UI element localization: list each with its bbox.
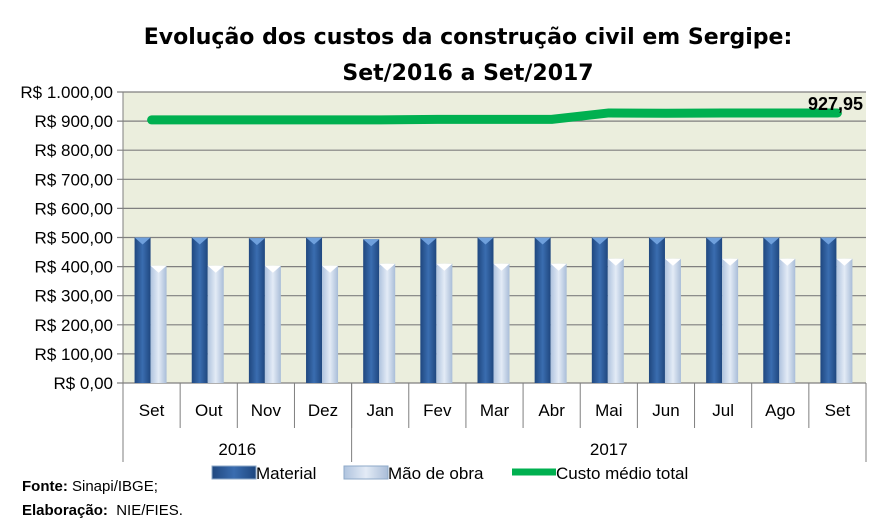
bar-mao-de-obra xyxy=(664,258,681,383)
y-tick-label: R$ 800,00 xyxy=(35,141,113,160)
x-tick-label: Mar xyxy=(480,401,510,420)
x-tick-label: Jul xyxy=(712,401,734,420)
bar-material xyxy=(191,237,208,383)
bar-mao-de-obra-cap xyxy=(722,258,739,266)
x-tick-label: Out xyxy=(195,401,223,420)
bar-mao-de-obra-cap xyxy=(779,258,796,266)
bar-mao-de-obra xyxy=(379,263,396,383)
bar-mao-de-obra-cap xyxy=(836,258,853,266)
bar-material-cap xyxy=(591,237,608,245)
y-tick-label: R$ 200,00 xyxy=(35,316,113,335)
y-tick-label: R$ 500,00 xyxy=(35,229,113,248)
bar-mao-de-obra-cap xyxy=(322,265,339,273)
source-value: Sinapi/IBGE; xyxy=(67,478,158,495)
bar-mao-de-obra-cap xyxy=(550,263,567,271)
y-tick-label: R$ 600,00 xyxy=(35,199,113,218)
x-tick-label: Nov xyxy=(251,401,282,420)
bar-mao-de-obra xyxy=(207,265,224,383)
bar-mao-de-obra-cap xyxy=(607,258,624,266)
credit-note: Elaboração: NIE/FIES. xyxy=(22,502,183,519)
bar-material-cap xyxy=(191,237,208,245)
bar-mao-de-obra xyxy=(150,265,167,383)
legend-swatch xyxy=(343,465,389,480)
bar-material-cap xyxy=(477,237,494,245)
bar-mao-de-obra-cap xyxy=(664,258,681,266)
bar-material-cap xyxy=(706,237,723,245)
x-tick-label: Mai xyxy=(595,401,622,420)
bar-material-cap xyxy=(763,237,780,245)
bar-material xyxy=(706,237,723,383)
x-tick-label: Ago xyxy=(765,401,795,420)
bar-mao-de-obra xyxy=(322,265,339,383)
y-tick-label: R$ 900,00 xyxy=(35,112,113,131)
bar-material-cap xyxy=(306,237,323,245)
source-label: Fonte: xyxy=(22,478,68,495)
y-tick-label: R$ 100,00 xyxy=(35,345,113,364)
bar-material xyxy=(591,237,608,383)
bar-mao-de-obra-cap xyxy=(264,265,281,273)
data-label: 927,95 xyxy=(808,94,863,114)
bar-mao-de-obra-cap xyxy=(493,263,510,271)
group-label: 2016 xyxy=(218,440,256,459)
bar-material xyxy=(534,237,551,383)
bar-material-cap xyxy=(134,237,151,245)
y-tick-label: R$ 300,00 xyxy=(35,287,113,306)
bar-material-cap xyxy=(420,238,437,246)
x-tick-label: Abr xyxy=(538,401,565,420)
bar-material xyxy=(648,237,665,383)
chart-title: Evolução dos custos da construção civil … xyxy=(144,25,793,50)
bar-mao-de-obra xyxy=(836,258,853,383)
bar-mao-de-obra xyxy=(436,263,453,383)
x-tick-label: Set xyxy=(139,401,165,420)
bar-mao-de-obra xyxy=(550,263,567,383)
bar-mao-de-obra-cap xyxy=(207,265,224,273)
y-tick-label: R$ 400,00 xyxy=(35,258,113,277)
legend-label: Material xyxy=(256,464,316,483)
bar-material-cap xyxy=(820,237,837,245)
bar-mao-de-obra xyxy=(722,258,739,383)
legend-label: Mão de obra xyxy=(388,464,484,483)
x-tick-label: Jan xyxy=(366,401,393,420)
bar-material xyxy=(820,237,837,383)
bar-mao-de-obra xyxy=(264,265,281,383)
y-tick-label: R$ 0,00 xyxy=(53,374,113,393)
bar-mao-de-obra-cap xyxy=(379,263,396,271)
series-line-custo-medio xyxy=(147,108,842,125)
bar-material xyxy=(134,237,151,383)
bar-mao-de-obra-cap xyxy=(436,263,453,271)
bar-material-cap xyxy=(248,238,265,246)
bar-material xyxy=(363,239,380,383)
legend-swatch xyxy=(211,465,257,480)
y-tick-label: R$ 1.000,00 xyxy=(20,83,113,102)
bar-material-cap xyxy=(648,237,665,245)
bar-material xyxy=(420,238,437,383)
bar-mao-de-obra-cap xyxy=(150,265,167,273)
credit-label: Elaboração: xyxy=(22,502,108,519)
x-tick-label: Set xyxy=(825,401,851,420)
bar-mao-de-obra xyxy=(779,258,796,383)
y-tick-label: R$ 700,00 xyxy=(35,170,113,189)
bar-material xyxy=(477,237,494,383)
bar-mao-de-obra xyxy=(607,258,624,383)
legend-label: Custo médio total xyxy=(556,464,688,483)
bar-mao-de-obra xyxy=(493,263,510,383)
bar-material xyxy=(306,237,323,383)
x-tick-label: Fev xyxy=(423,401,452,420)
x-tick-label: Dez xyxy=(308,401,338,420)
source-note: Fonte: Sinapi/IBGE; xyxy=(22,478,158,495)
bar-material-cap xyxy=(363,239,380,247)
bar-material-cap xyxy=(534,237,551,245)
group-label: 2017 xyxy=(590,440,628,459)
bar-material xyxy=(248,238,265,383)
credit-value: NIE/FIES. xyxy=(107,502,183,519)
bar-material xyxy=(763,237,780,383)
chart-subtitle: Set/2016 a Set/2017 xyxy=(342,61,593,86)
x-tick-label: Jun xyxy=(652,401,679,420)
